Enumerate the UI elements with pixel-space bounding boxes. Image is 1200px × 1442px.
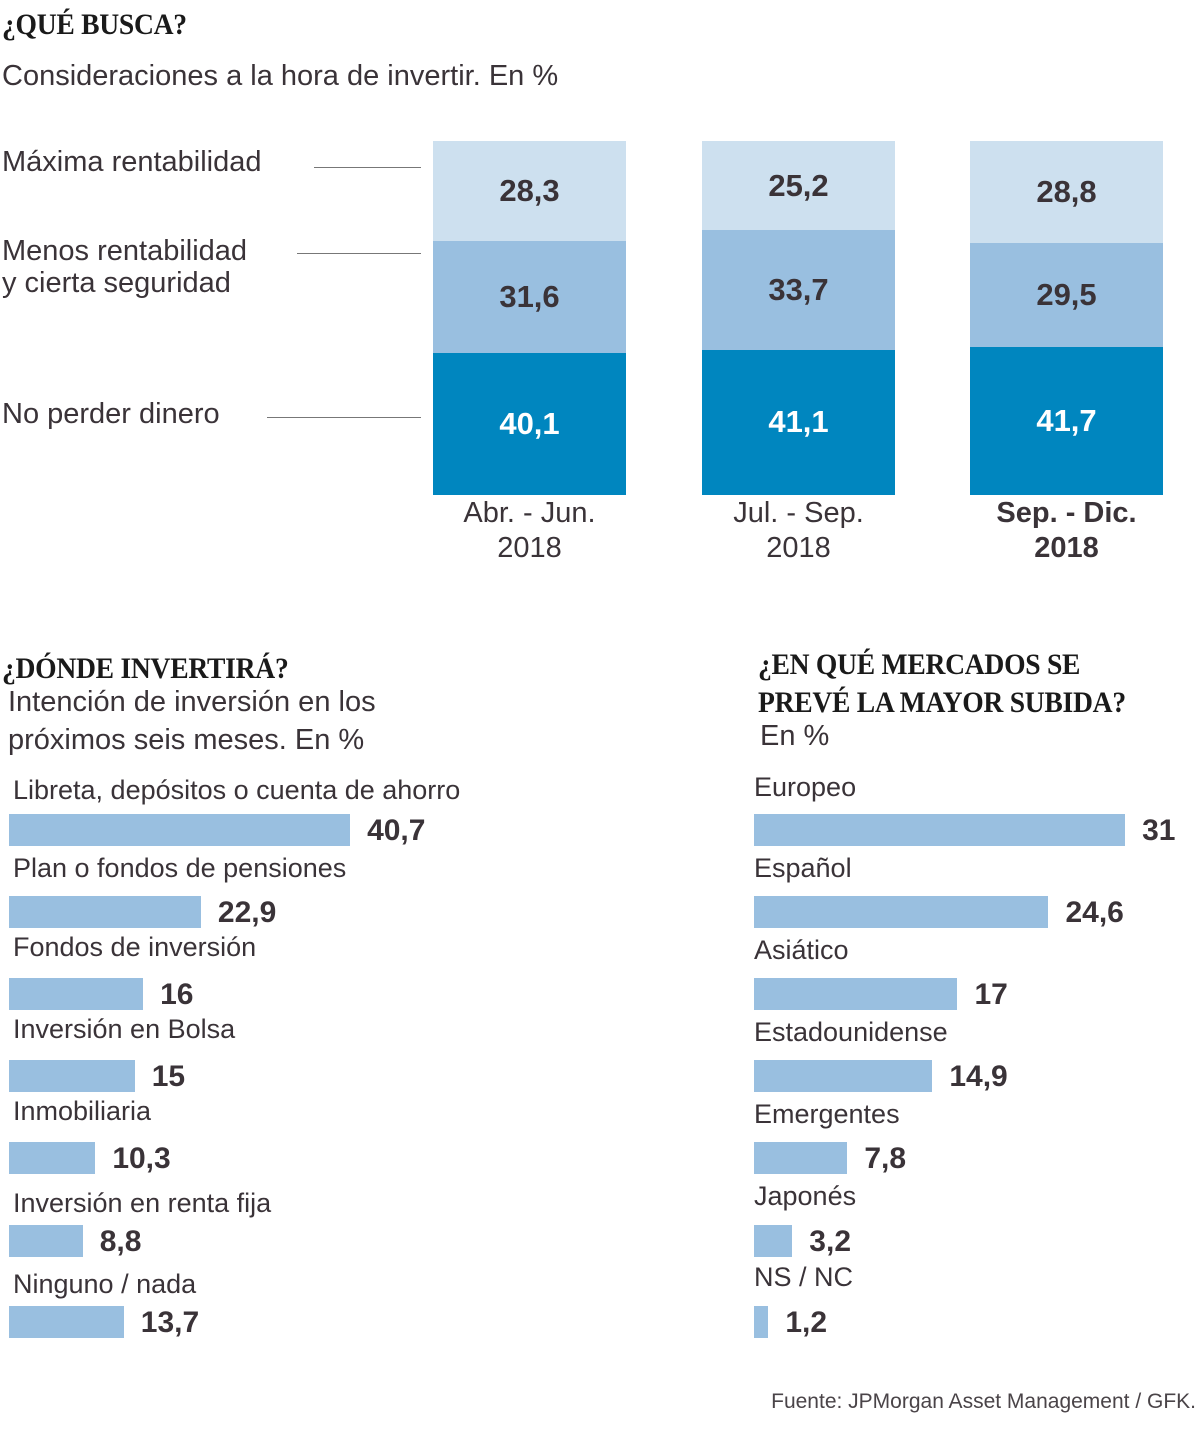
data-label: 3,2 — [809, 1225, 852, 1258]
bar-segment: 25,2 — [702, 141, 895, 231]
legend-label-line: Menos rentabilidad — [2, 235, 248, 267]
chart2-subtitle-line2: próximos seis meses. En % — [8, 724, 365, 756]
leader-line — [314, 167, 421, 168]
bar — [754, 1142, 848, 1174]
bar — [9, 896, 201, 928]
bar — [754, 814, 1126, 846]
bar — [9, 1225, 83, 1257]
source-note: Fuente: JPMorgan Asset Management / GFK. — [771, 1390, 1196, 1413]
leader-line — [297, 253, 421, 254]
x-tick-label-line2: 2018 — [497, 532, 562, 564]
category-label: Emergentes — [754, 1099, 900, 1129]
data-label: 31,6 — [499, 279, 560, 315]
category-label: Asiático — [754, 935, 849, 965]
data-label: 24,6 — [1065, 896, 1124, 929]
legend-label-line: No perder dinero — [2, 398, 220, 430]
legend-label: No perder dinero — [2, 398, 220, 430]
category-label: Inversión en Bolsa — [13, 1014, 236, 1044]
bar-segment: 33,7 — [702, 230, 895, 350]
data-label: 1,2 — [785, 1306, 828, 1339]
bar — [754, 1060, 933, 1092]
data-label: 13,7 — [140, 1306, 200, 1339]
data-label: 28,3 — [499, 173, 560, 209]
data-label: 7,8 — [864, 1142, 907, 1175]
x-tick-label: Sep. - Dic. 2018 — [970, 496, 1163, 566]
legend-label-line: Máxima rentabilidad — [2, 146, 262, 178]
x-tick-label-line1: Jul. - Sep. — [733, 497, 864, 529]
legend-label: Máxima rentabilidad — [2, 146, 262, 178]
bar-segment: 31,6 — [433, 241, 626, 354]
x-tick-label-line1: Sep. - Dic. — [996, 497, 1137, 529]
bar — [9, 1306, 124, 1338]
x-tick-label-line2: 2018 — [766, 532, 831, 564]
bar — [754, 978, 958, 1010]
bar-segment: 29,5 — [970, 242, 1163, 348]
category-label: Japonés — [754, 1181, 857, 1211]
legend-label: Menos rentabilidad y cierta seguridad — [2, 235, 247, 299]
bar — [754, 1225, 793, 1257]
data-label: 8,8 — [99, 1225, 142, 1258]
data-label: 15 — [151, 1060, 186, 1093]
chart1-subtitle: Consideraciones a la hora de invertir. E… — [2, 60, 559, 92]
data-label: 28,8 — [1036, 173, 1097, 209]
x-tick-label: Abr. - Jun. 2018 — [433, 496, 626, 566]
data-label: 40,1 — [499, 406, 560, 441]
legend-label-line: y cierta seguridad — [2, 267, 231, 299]
bar — [9, 1142, 96, 1174]
category-label: Libreta, depósitos o cuenta de ahorro — [13, 775, 461, 805]
bar — [9, 1060, 135, 1092]
data-label: 16 — [160, 978, 194, 1011]
bar — [9, 978, 144, 1010]
category-label: Español — [754, 853, 852, 883]
bar-segment: 28,8 — [970, 141, 1163, 243]
category-label: Ninguno / nada — [13, 1269, 197, 1299]
bar — [9, 814, 351, 846]
data-label: 41,7 — [1036, 403, 1097, 439]
bar-segment: 41,7 — [970, 347, 1163, 495]
data-label: 14,9 — [949, 1060, 1008, 1093]
data-label: 29,5 — [1036, 277, 1097, 313]
bar — [754, 1306, 769, 1338]
x-tick-label-line2: 2018 — [1034, 532, 1099, 564]
bar-segment: 28,3 — [433, 141, 626, 242]
x-tick-label: Jul. - Sep. 2018 — [702, 496, 895, 566]
chart1-title: ¿QUÉ BUSCA? — [2, 8, 187, 41]
chart2-title: ¿DÓNDE INVERTIRÁ? — [2, 652, 289, 685]
data-label: 41,1 — [768, 404, 829, 440]
category-label: Plan o fondos de pensiones — [13, 853, 347, 883]
data-label: 31 — [1142, 814, 1176, 847]
bar — [754, 896, 1049, 928]
bar-segment: 41,1 — [702, 349, 895, 495]
data-label: 10,3 — [112, 1142, 171, 1175]
category-label: Estadounidense — [754, 1017, 948, 1047]
chart2-subtitle-line1: Intención de inversión en los — [8, 686, 376, 718]
data-label: 33,7 — [768, 271, 829, 307]
bar-segment: 40,1 — [433, 353, 626, 495]
data-label: 22,9 — [217, 896, 277, 929]
data-label: 25,2 — [768, 167, 829, 203]
category-label: NS / NC — [754, 1262, 854, 1292]
category-label: Inversión en renta fija — [13, 1188, 272, 1218]
chart3-title-line1: ¿EN QUÉ MERCADOS SE — [758, 648, 1081, 681]
data-label: 40,7 — [367, 814, 426, 847]
x-tick-label-line1: Abr. - Jun. — [463, 497, 596, 529]
data-label: 17 — [974, 978, 1008, 1011]
category-label: Fondos de inversión — [13, 932, 257, 962]
leader-line — [267, 417, 421, 418]
chart3-title-line2: PREVÉ LA MAYOR SUBIDA? — [758, 686, 1126, 719]
category-label: Inmobiliaria — [13, 1096, 152, 1126]
chart3-subtitle: En % — [760, 720, 830, 752]
category-label: Europeo — [754, 772, 857, 802]
